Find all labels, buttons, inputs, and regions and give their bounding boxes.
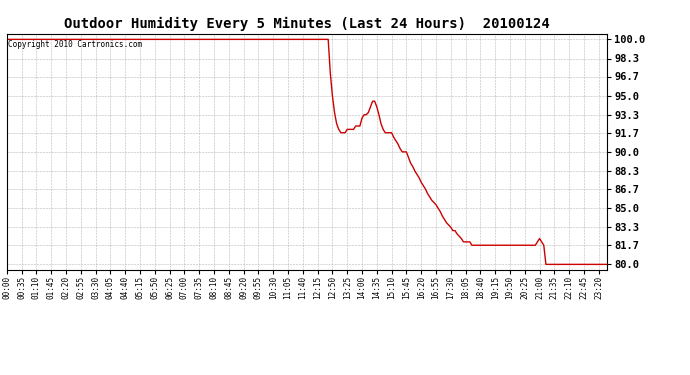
Title: Outdoor Humidity Every 5 Minutes (Last 24 Hours)  20100124: Outdoor Humidity Every 5 Minutes (Last 2… [64,17,550,31]
Text: Copyright 2010 Cartronics.com: Copyright 2010 Cartronics.com [8,40,142,49]
